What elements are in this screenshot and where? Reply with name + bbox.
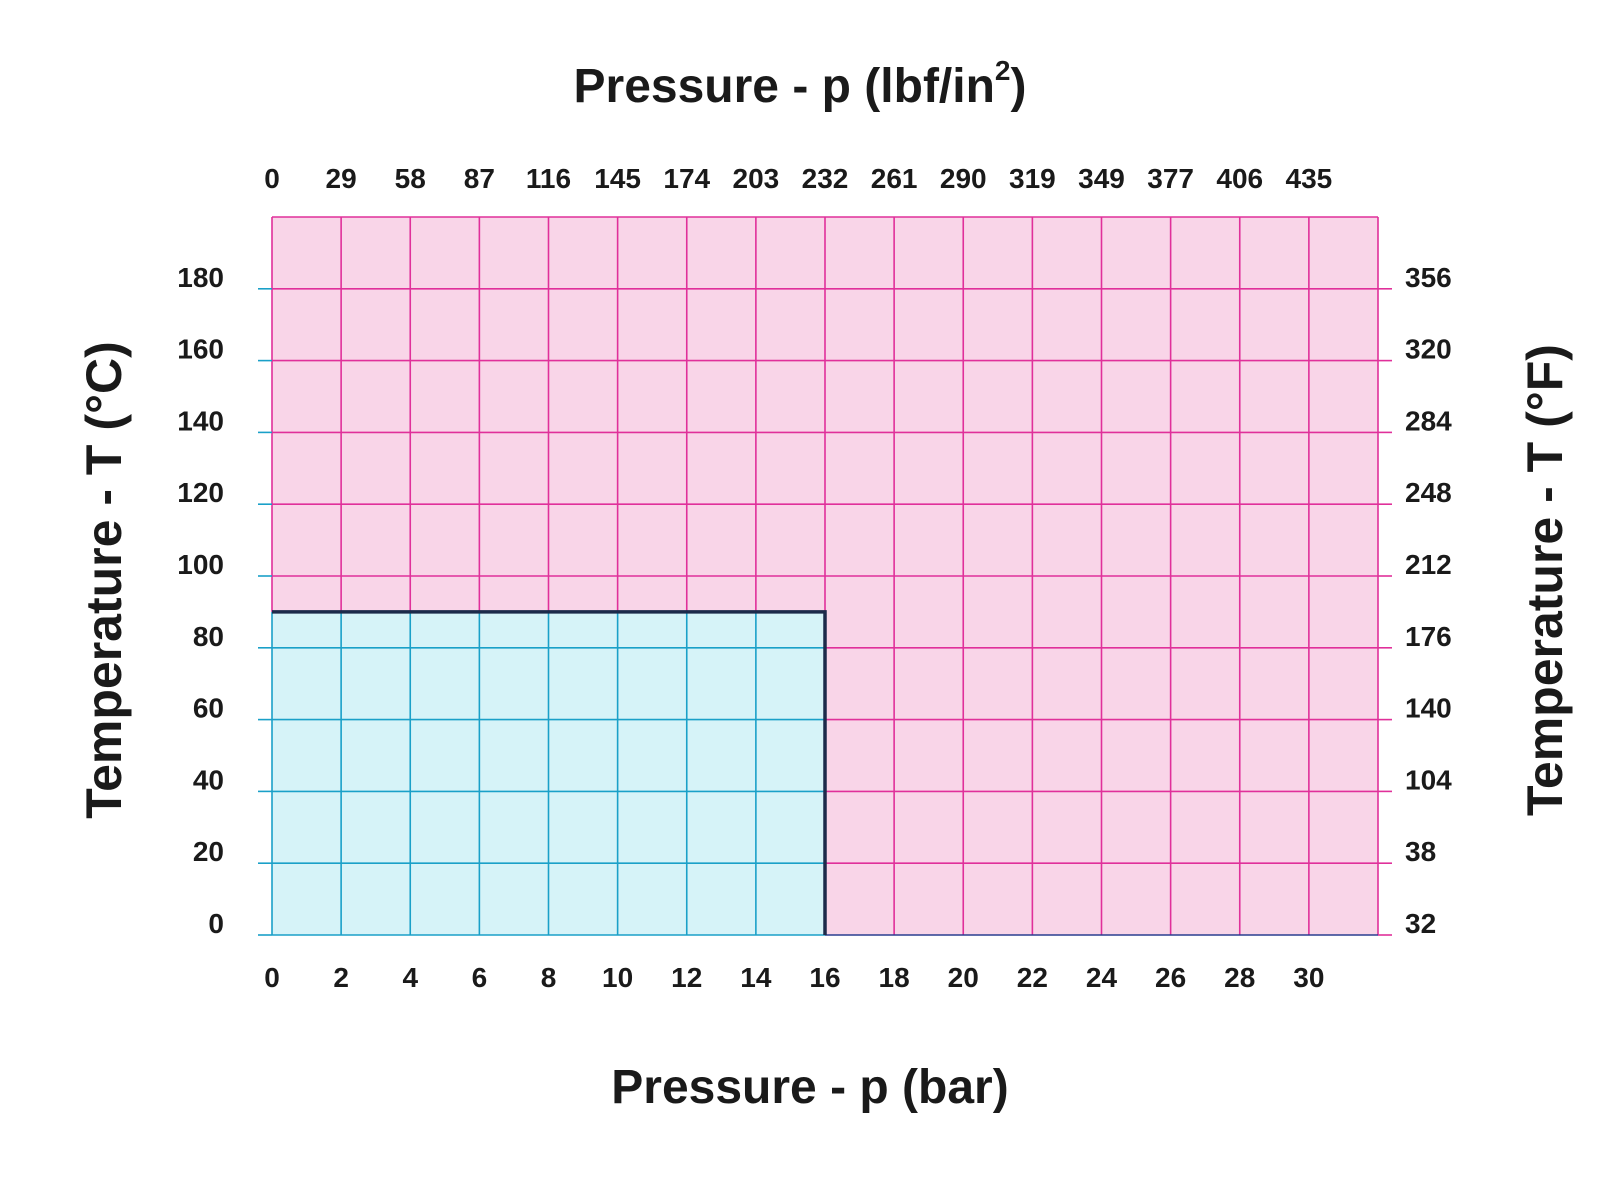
left-axis-title: Temperature - T (°C) bbox=[76, 341, 132, 818]
right-tick-label: 212 bbox=[1405, 549, 1452, 580]
bottom-tick-label: 14 bbox=[740, 962, 772, 993]
right-tick-label: 356 bbox=[1405, 262, 1452, 293]
bottom-tick-label: 16 bbox=[809, 962, 840, 993]
right-tick-label: 38 bbox=[1405, 836, 1436, 867]
bottom-tick-label: 26 bbox=[1155, 962, 1186, 993]
top-tick-label: 0 bbox=[264, 163, 280, 194]
top-tick-label: 406 bbox=[1216, 163, 1263, 194]
left-tick-label: 140 bbox=[177, 405, 224, 436]
ticks-layer: 0 2 4 6 8 10 12 14 16 18 20 22 24 26 28 300 29 58 87 116 145… bbox=[177, 163, 1452, 993]
left-tick-label: 120 bbox=[177, 477, 224, 508]
bottom-tick-label: 0 bbox=[264, 962, 280, 993]
top-tick-label: 203 bbox=[733, 163, 780, 194]
right-tick-label: 284 bbox=[1405, 405, 1452, 436]
left-tick-label: 0 bbox=[208, 908, 224, 939]
left-tick-label: 40 bbox=[193, 764, 224, 795]
right-axis-title: Temperature - T (°F) bbox=[1517, 344, 1573, 816]
boundary-layer bbox=[272, 610, 827, 935]
top-tick-label: 377 bbox=[1147, 163, 1194, 194]
top-axis-title: Pressure - p (lbf/in2) bbox=[574, 55, 1027, 113]
bottom-tick-label: 8 bbox=[541, 962, 557, 993]
right-tick-label: 320 bbox=[1405, 334, 1452, 365]
boundary-line bbox=[272, 610, 827, 935]
top-tick-label: 174 bbox=[663, 163, 710, 194]
bottom-tick-label: 6 bbox=[472, 962, 488, 993]
top-tick-label: 87 bbox=[464, 163, 495, 194]
left-tick-label: 100 bbox=[177, 549, 224, 580]
top-tick-label: 145 bbox=[594, 163, 641, 194]
right-tick-label: 104 bbox=[1405, 764, 1452, 795]
right-tick-label: 32 bbox=[1405, 908, 1436, 939]
bottom-tick-label: 10 bbox=[602, 962, 633, 993]
right-tick-label: 176 bbox=[1405, 621, 1452, 652]
bottom-tick-label: 20 bbox=[948, 962, 979, 993]
top-tick-label: 435 bbox=[1286, 163, 1333, 194]
top-tick-label: 58 bbox=[395, 163, 426, 194]
bottom-tick-label: 4 bbox=[402, 962, 418, 993]
top-tick-label: 116 bbox=[526, 163, 571, 194]
left-tick-label: 160 bbox=[177, 334, 224, 365]
top-tick-label: 29 bbox=[326, 163, 357, 194]
top-tick-label: 232 bbox=[802, 163, 849, 194]
left-tick-label: 80 bbox=[193, 621, 224, 652]
left-tick-label: 20 bbox=[193, 836, 224, 867]
top-tick-label: 261 bbox=[871, 163, 918, 194]
right-tick-label: 248 bbox=[1405, 477, 1452, 508]
right-tick-label: 140 bbox=[1405, 693, 1452, 724]
top-tick-label: 349 bbox=[1078, 163, 1125, 194]
bottom-tick-label: 24 bbox=[1086, 962, 1118, 993]
bottom-tick-label: 2 bbox=[333, 962, 349, 993]
bottom-tick-label: 30 bbox=[1293, 962, 1324, 993]
bottom-tick-label: 22 bbox=[1017, 962, 1048, 993]
top-tick-label: 290 bbox=[940, 163, 987, 194]
left-tick-label: 60 bbox=[193, 693, 224, 724]
bottom-tick-label: 28 bbox=[1224, 962, 1255, 993]
bottom-axis-title: Pressure - p (bar) bbox=[611, 1061, 1008, 1114]
left-tick-label: 180 bbox=[177, 262, 224, 293]
top-tick-label: 319 bbox=[1009, 163, 1056, 194]
bottom-tick-label: 12 bbox=[671, 962, 702, 993]
bottom-tick-label: 18 bbox=[879, 962, 910, 993]
